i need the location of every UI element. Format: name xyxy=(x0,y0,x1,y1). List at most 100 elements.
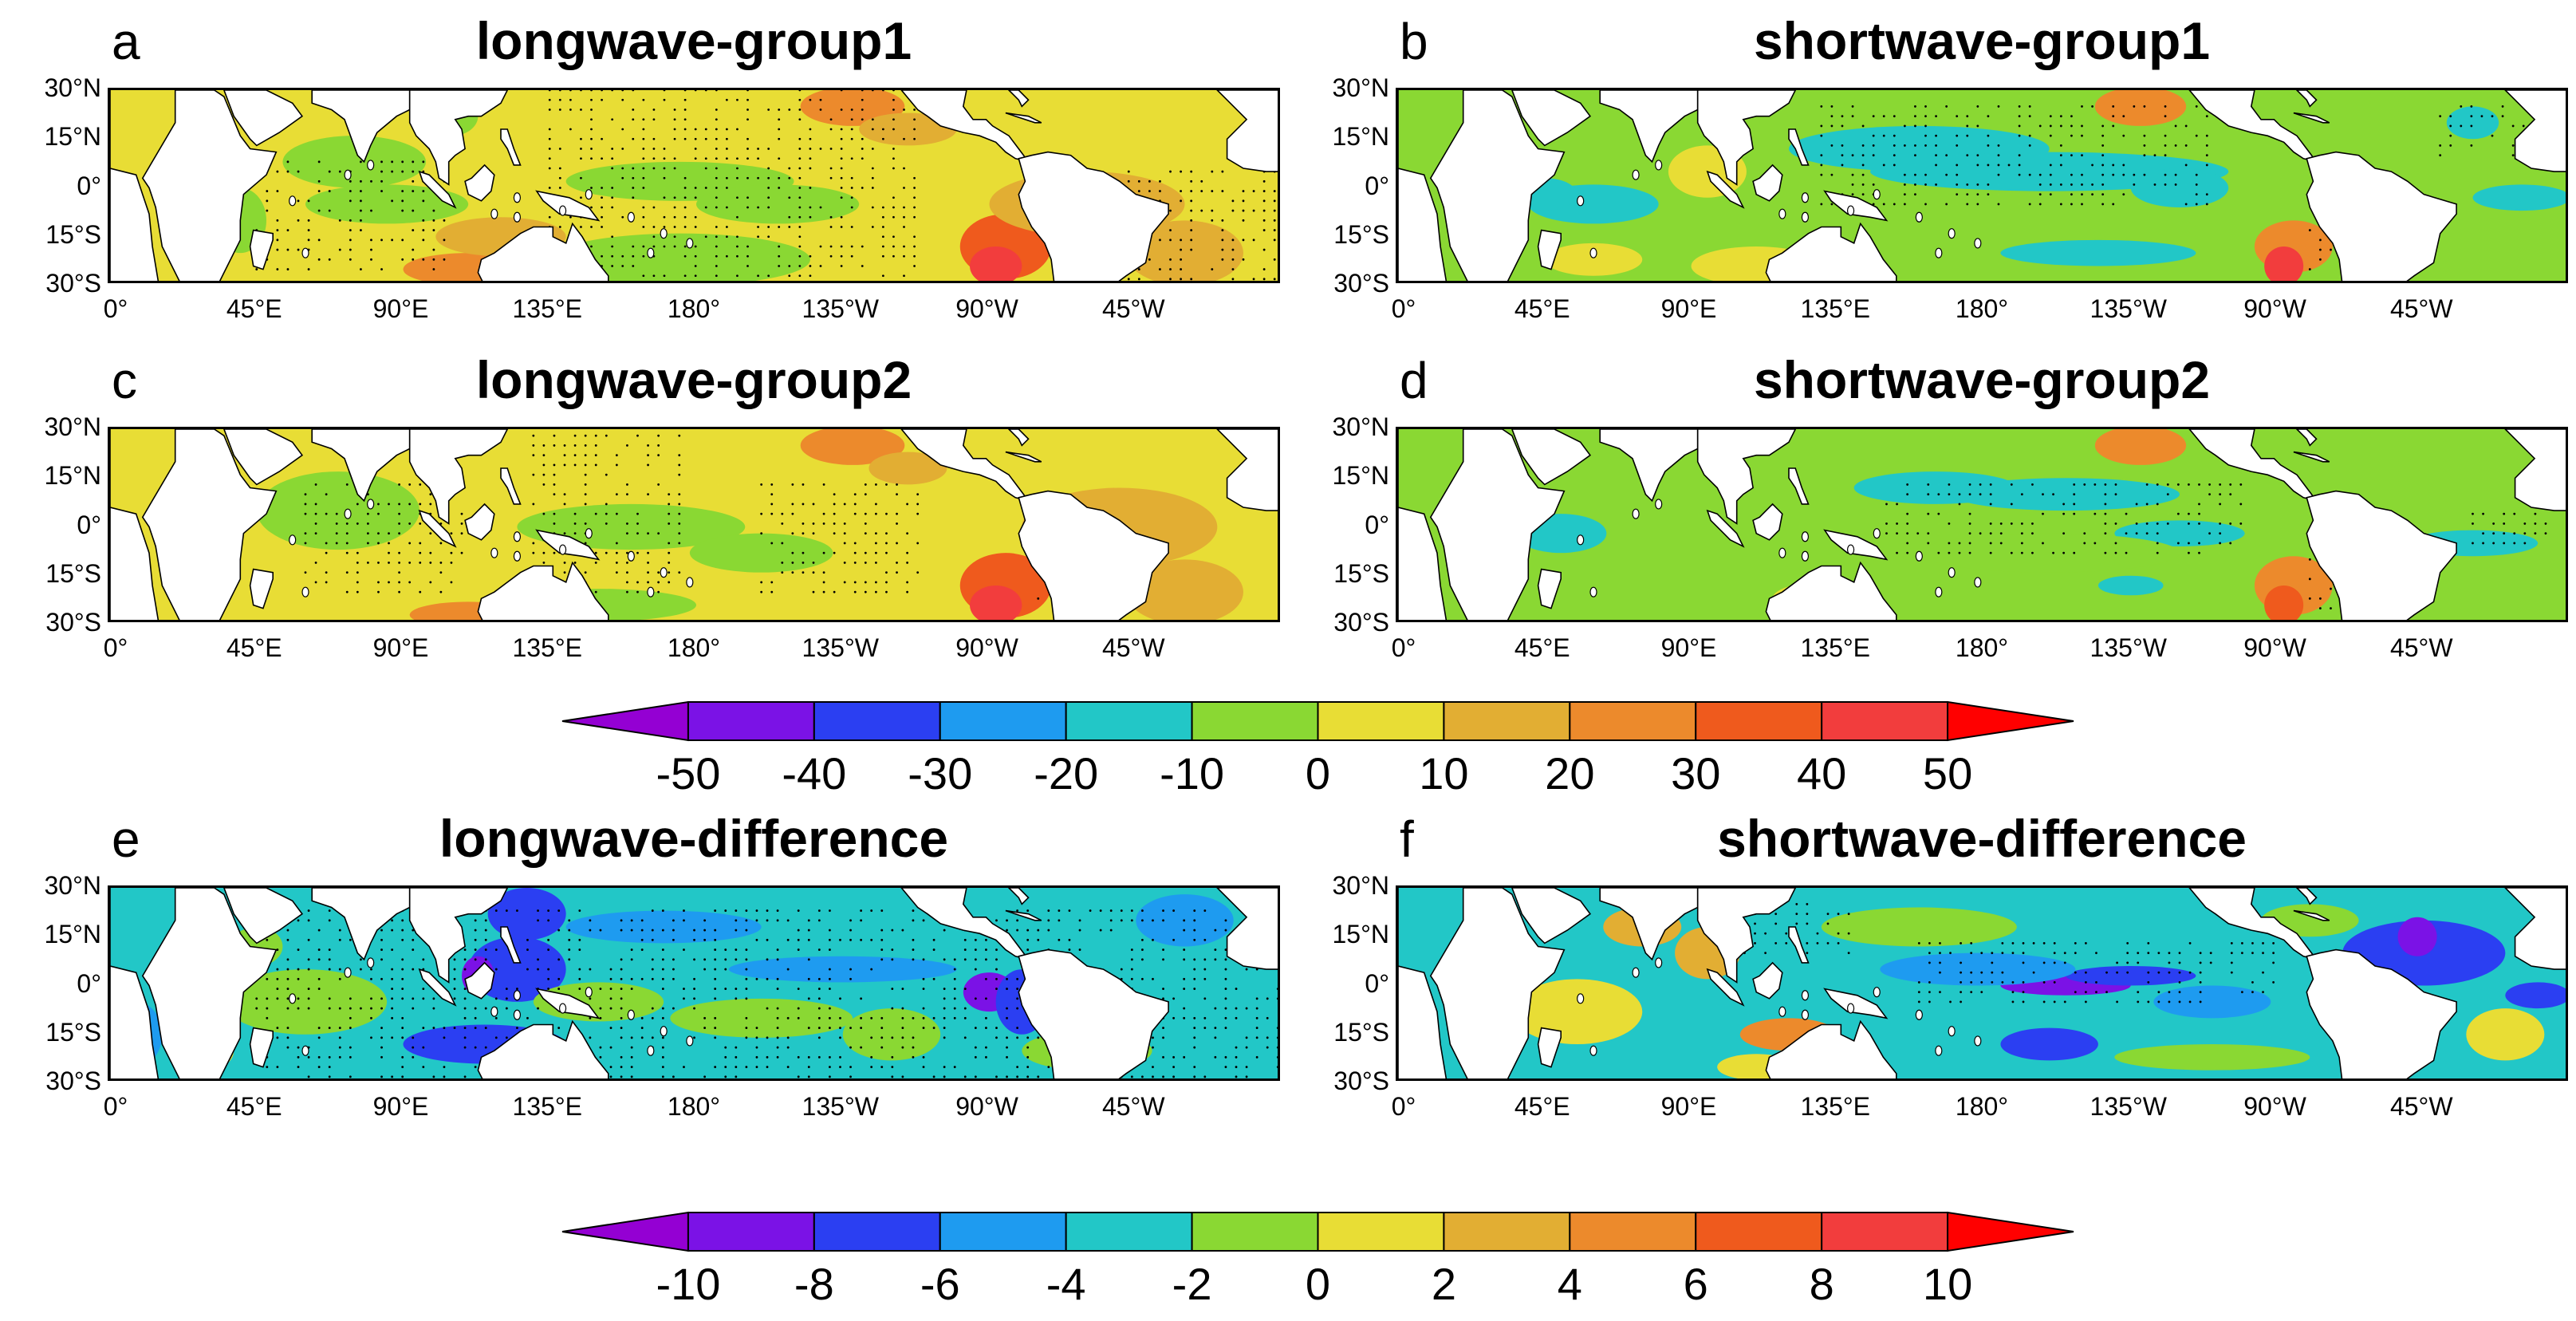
continents xyxy=(110,888,1278,1078)
lon-tick-label: 135°W xyxy=(2090,294,2167,323)
island xyxy=(585,987,593,998)
panel-title: shortwave-difference xyxy=(1717,809,2247,868)
field-region xyxy=(256,471,419,550)
colorbar-box xyxy=(1695,1212,1823,1252)
island xyxy=(1801,211,1810,223)
landmass-seAsia xyxy=(1696,888,1797,984)
island xyxy=(660,567,668,578)
field-region xyxy=(728,956,957,983)
colorbar-box xyxy=(1191,701,1319,741)
island xyxy=(1948,228,1956,239)
lon-tick-label: 90°E xyxy=(1660,1092,1717,1121)
lon-tick-label: 180° xyxy=(667,294,721,323)
colorbar-label: 0 xyxy=(1305,1259,1331,1309)
panel-letter: d xyxy=(1400,352,1428,409)
field-region xyxy=(2264,246,2304,281)
lon-tick-label: 90°E xyxy=(372,633,429,662)
landmass-seAsia xyxy=(408,429,509,525)
lon-tick-label: 0° xyxy=(1391,633,1416,662)
field-region xyxy=(468,937,566,1002)
island xyxy=(301,247,309,258)
field-region xyxy=(842,1008,941,1061)
island xyxy=(513,192,522,203)
lon-tick-label: 45°W xyxy=(1101,294,1165,323)
lat-tick-label: 15°N xyxy=(1332,461,1390,491)
landmass-africaW xyxy=(1398,429,1448,620)
colorbar-box xyxy=(1443,701,1571,741)
panel-title: shortwave-group1 xyxy=(1753,11,2211,70)
colorbar-label: 2 xyxy=(1431,1259,1456,1309)
field-region xyxy=(2114,1044,2310,1071)
landmass-australia xyxy=(477,222,609,281)
lat-tick-label: 15°S xyxy=(45,219,101,249)
field-region xyxy=(2130,168,2229,207)
lat-tick-label: 15°S xyxy=(1333,558,1389,588)
panel-a: a longwave-group1 30°N 15°N 0° 15°S 30°S 0° 45°E… xyxy=(0,0,1288,339)
colorbar-label: -8 xyxy=(794,1259,834,1309)
lat-tick-label: 30°S xyxy=(1333,269,1389,298)
colorbar-label: 6 xyxy=(1683,1259,1708,1309)
island xyxy=(513,211,522,223)
island xyxy=(1778,1006,1786,1017)
landmass-seAsia xyxy=(1696,429,1797,525)
field-region xyxy=(1952,478,2180,511)
landmass-nwAfrica xyxy=(1216,90,1278,172)
lat-tick-label: 30°N xyxy=(1332,412,1390,441)
landmass-australia xyxy=(477,1019,609,1078)
landmass-arabia xyxy=(223,90,304,147)
colorbar-label: 0 xyxy=(1305,748,1331,799)
island xyxy=(513,550,522,562)
lat-tick-label: 0° xyxy=(1365,510,1389,539)
lon-tick-label: 135°W xyxy=(802,294,879,323)
landmass-sumatra xyxy=(1706,170,1745,209)
colorbar-box xyxy=(939,1212,1067,1252)
landmass-seAsia xyxy=(408,888,509,984)
lat-tick-label: 0° xyxy=(77,968,101,998)
landmass-florida xyxy=(1007,888,1030,905)
panel-f: f shortwave-difference 30°N 15°N 0° 15°S 30°S 0… xyxy=(1288,798,2576,1137)
island xyxy=(1873,528,1881,539)
landmass-madag xyxy=(249,1027,274,1068)
colorbar-box xyxy=(1317,1212,1445,1252)
island xyxy=(513,1009,522,1020)
field-region xyxy=(549,233,810,281)
lon-tick-label: 45°W xyxy=(2389,633,2453,662)
landmass-cuba xyxy=(2293,909,2330,921)
panel-title: longwave-difference xyxy=(439,809,949,868)
panel-letter: a xyxy=(112,13,140,70)
island xyxy=(627,1009,635,1020)
lon-tick-label: 90°E xyxy=(372,294,429,323)
island xyxy=(1589,247,1597,258)
lon-tick-label: 0° xyxy=(1391,294,1416,323)
landmass-seAsia xyxy=(408,90,509,186)
lon-tick-label: 45°E xyxy=(226,294,282,323)
island xyxy=(627,211,635,223)
island xyxy=(1778,208,1786,219)
island xyxy=(1577,993,1585,1004)
lon-tick-label: 180° xyxy=(667,1092,721,1121)
colorbar-box xyxy=(813,701,941,741)
colorbar-box xyxy=(687,701,815,741)
colorbar-graphic xyxy=(561,700,2074,742)
lon-tick-label: 180° xyxy=(1955,633,2009,662)
island xyxy=(344,508,352,519)
lon-tick-label: 90°W xyxy=(2243,633,2306,662)
landmass-india xyxy=(1599,90,1699,164)
landmass-newguinea xyxy=(535,190,601,222)
lat-tick-label: 0° xyxy=(1365,171,1389,200)
panel-title: longwave-group1 xyxy=(475,11,912,70)
landmass-newguinea xyxy=(1823,529,1889,561)
lat-tick-label: 15°N xyxy=(44,461,102,491)
lat-tick-label: 15°N xyxy=(44,122,102,152)
continents xyxy=(1398,90,2566,281)
island xyxy=(1846,205,1855,216)
field-region xyxy=(869,452,947,485)
landmass-newguinea xyxy=(535,988,601,1019)
landmass-florida xyxy=(1007,429,1030,447)
island xyxy=(367,957,375,968)
lon-tick-label: 135°W xyxy=(802,633,879,662)
landmass-india xyxy=(311,429,411,503)
field-region xyxy=(2094,90,2187,126)
lat-tick-label: 30°N xyxy=(44,73,102,102)
island xyxy=(301,1045,309,1056)
